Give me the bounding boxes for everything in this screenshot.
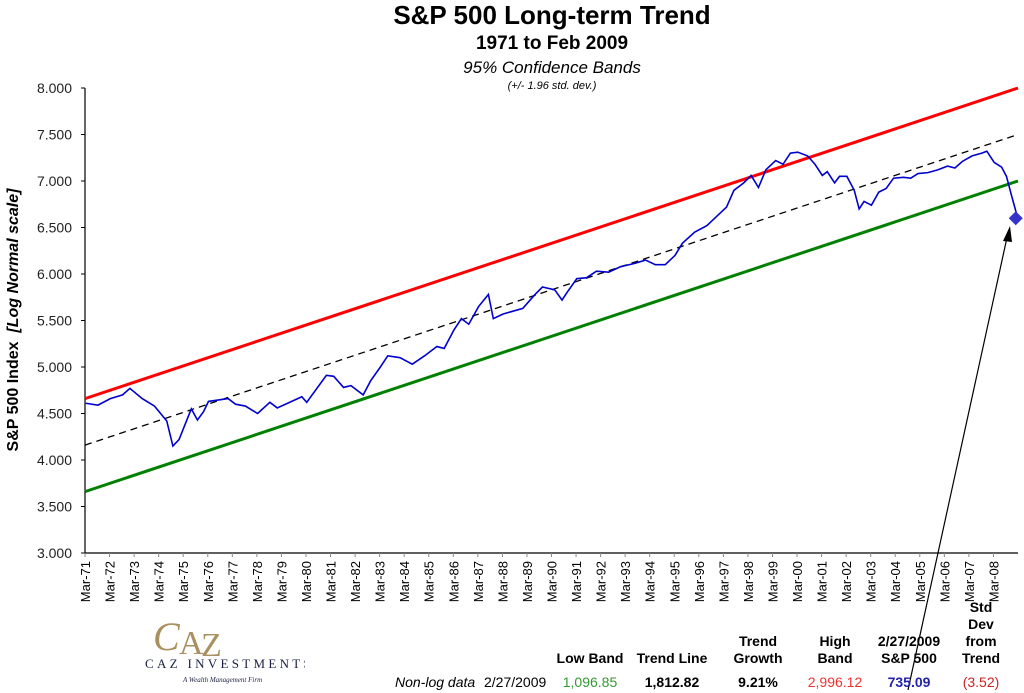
x-tick-label: Mar-07: [962, 561, 977, 602]
x-tick-label: Mar-04: [888, 561, 903, 602]
x-tick-label: Mar-91: [569, 561, 584, 602]
annotation-arrowhead: [1003, 226, 1012, 242]
y-tick-label: 7.500: [37, 127, 72, 143]
x-tick-label: Mar-00: [790, 561, 805, 602]
svg-text:A: A: [179, 625, 204, 662]
x-tick-label: Mar-78: [250, 561, 265, 602]
x-tick-label: Mar-93: [618, 561, 633, 602]
column-header-line: S&P 500: [881, 650, 937, 666]
column-header-line: Trend: [961, 650, 1001, 666]
svg-text:CAZ INVESTMENTS: CAZ INVESTMENTS: [145, 656, 305, 671]
x-tick-label: Mar-05: [913, 561, 928, 602]
svg-text:A Wealth Management Firm: A Wealth Management Firm: [182, 676, 262, 684]
column-header: Low Band: [557, 650, 624, 667]
x-tick-label: Mar-08: [986, 561, 1001, 602]
x-tick-label: Mar-76: [201, 561, 216, 602]
y-tick-label: 8.000: [37, 80, 72, 96]
x-tick-label: Mar-88: [495, 561, 510, 602]
column-header-line: Growth: [733, 650, 783, 666]
x-tick-label: Mar-82: [348, 561, 363, 602]
y-tick-label: 3.000: [37, 545, 72, 561]
y-tick-label: 3.500: [37, 499, 72, 515]
svg-text:Z: Z: [201, 627, 222, 664]
caz-logo: C A Z CAZ INVESTMENTS A Wealth Managemen…: [145, 614, 305, 684]
row-date: 2/27/2009: [484, 674, 547, 690]
svg-text:C: C: [153, 614, 181, 659]
column-value: 1,096.85: [562, 674, 618, 690]
x-tick-label: Mar-79: [274, 561, 289, 602]
x-tick-label: Mar-71: [78, 561, 93, 602]
x-tick-label: Mar-99: [765, 561, 780, 602]
column-header: Trend Line: [637, 650, 708, 667]
x-tick-label: Mar-83: [373, 561, 388, 602]
x-tick-label: Mar-84: [397, 561, 412, 602]
x-tick-label: Mar-77: [225, 561, 240, 602]
x-tick-label: Mar-03: [864, 561, 879, 602]
chart-subtitle-bands: 95% Confidence Bands: [463, 58, 641, 77]
x-tick-label: Mar-97: [716, 561, 731, 602]
last-point-diamond: [1008, 211, 1023, 226]
column-header-line: 2/27/2009: [877, 633, 941, 649]
column-header: High Band: [818, 633, 853, 667]
column-header-line: Trend Line: [636, 650, 708, 666]
chart-note: (+/- 1.96 std. dev.): [507, 80, 597, 92]
x-tick-label: Mar-74: [152, 561, 167, 602]
column-header: 2/27/2009 S&P 500: [878, 633, 940, 667]
y-tick-label: 6.500: [37, 220, 72, 236]
annotation-arrow-line: [907, 232, 1009, 691]
column-value: 9.21%: [738, 674, 778, 690]
series-trend: [84, 133, 1019, 446]
column-header-line: High: [819, 633, 851, 649]
x-tick-label: Mar-01: [815, 561, 830, 602]
x-tick-label: Mar-80: [299, 561, 314, 602]
x-tick-label: Mar-72: [103, 561, 118, 602]
x-tick-label: Mar-85: [422, 561, 437, 602]
column-header-line: Band: [817, 650, 853, 666]
column-header-line: Low Band: [556, 650, 624, 666]
x-tick-label: Mar-92: [594, 561, 609, 602]
x-tick-label: Mar-94: [643, 561, 658, 602]
x-tick-label: Mar-98: [741, 561, 756, 602]
x-tick-label: Mar-90: [545, 561, 560, 602]
column-header: Trend Growth: [734, 633, 783, 667]
column-value: 735.09: [887, 674, 931, 690]
x-tick-label: Mar-73: [127, 561, 142, 602]
row-label: Non-log data: [395, 674, 476, 690]
column-header-line: Trend: [738, 633, 778, 649]
column-value: (3.52): [962, 674, 1000, 690]
x-tick-label: Mar-02: [839, 561, 854, 602]
y-tick-label: 4.000: [37, 452, 72, 468]
chart-title: S&P 500 Long-term Trend: [393, 0, 711, 30]
x-tick-label: Mar-81: [324, 561, 339, 602]
column-header: Std Dev from Trend: [960, 599, 1003, 667]
series-high-band: [84, 86, 1019, 401]
y-tick-label: 6.000: [37, 266, 72, 282]
column-header-line: Std Dev: [968, 599, 994, 632]
x-tick-label: Mar-86: [446, 561, 461, 602]
column-value: 1,812.82: [644, 674, 700, 690]
series-s-p-500: [85, 150, 1019, 448]
y-tick-label: 4.500: [37, 406, 72, 422]
y-tick-label: 5.000: [37, 359, 72, 375]
column-header-line: from: [965, 633, 997, 649]
x-tick-label: Mar-75: [176, 561, 191, 602]
y-tick-label: 7.000: [37, 173, 72, 189]
series-low-band: [84, 179, 1019, 494]
chart-subtitle: 1971 to Feb 2009: [475, 33, 629, 54]
x-tick-label: Mar-87: [471, 561, 486, 602]
column-value: 2,996.12: [807, 674, 863, 690]
x-tick-label: Mar-06: [937, 561, 952, 602]
x-tick-label: Mar-89: [520, 561, 535, 602]
y-tick-label: 5.500: [37, 313, 72, 329]
x-tick-label: Mar-95: [667, 561, 682, 602]
x-tick-label: Mar-96: [692, 561, 707, 602]
